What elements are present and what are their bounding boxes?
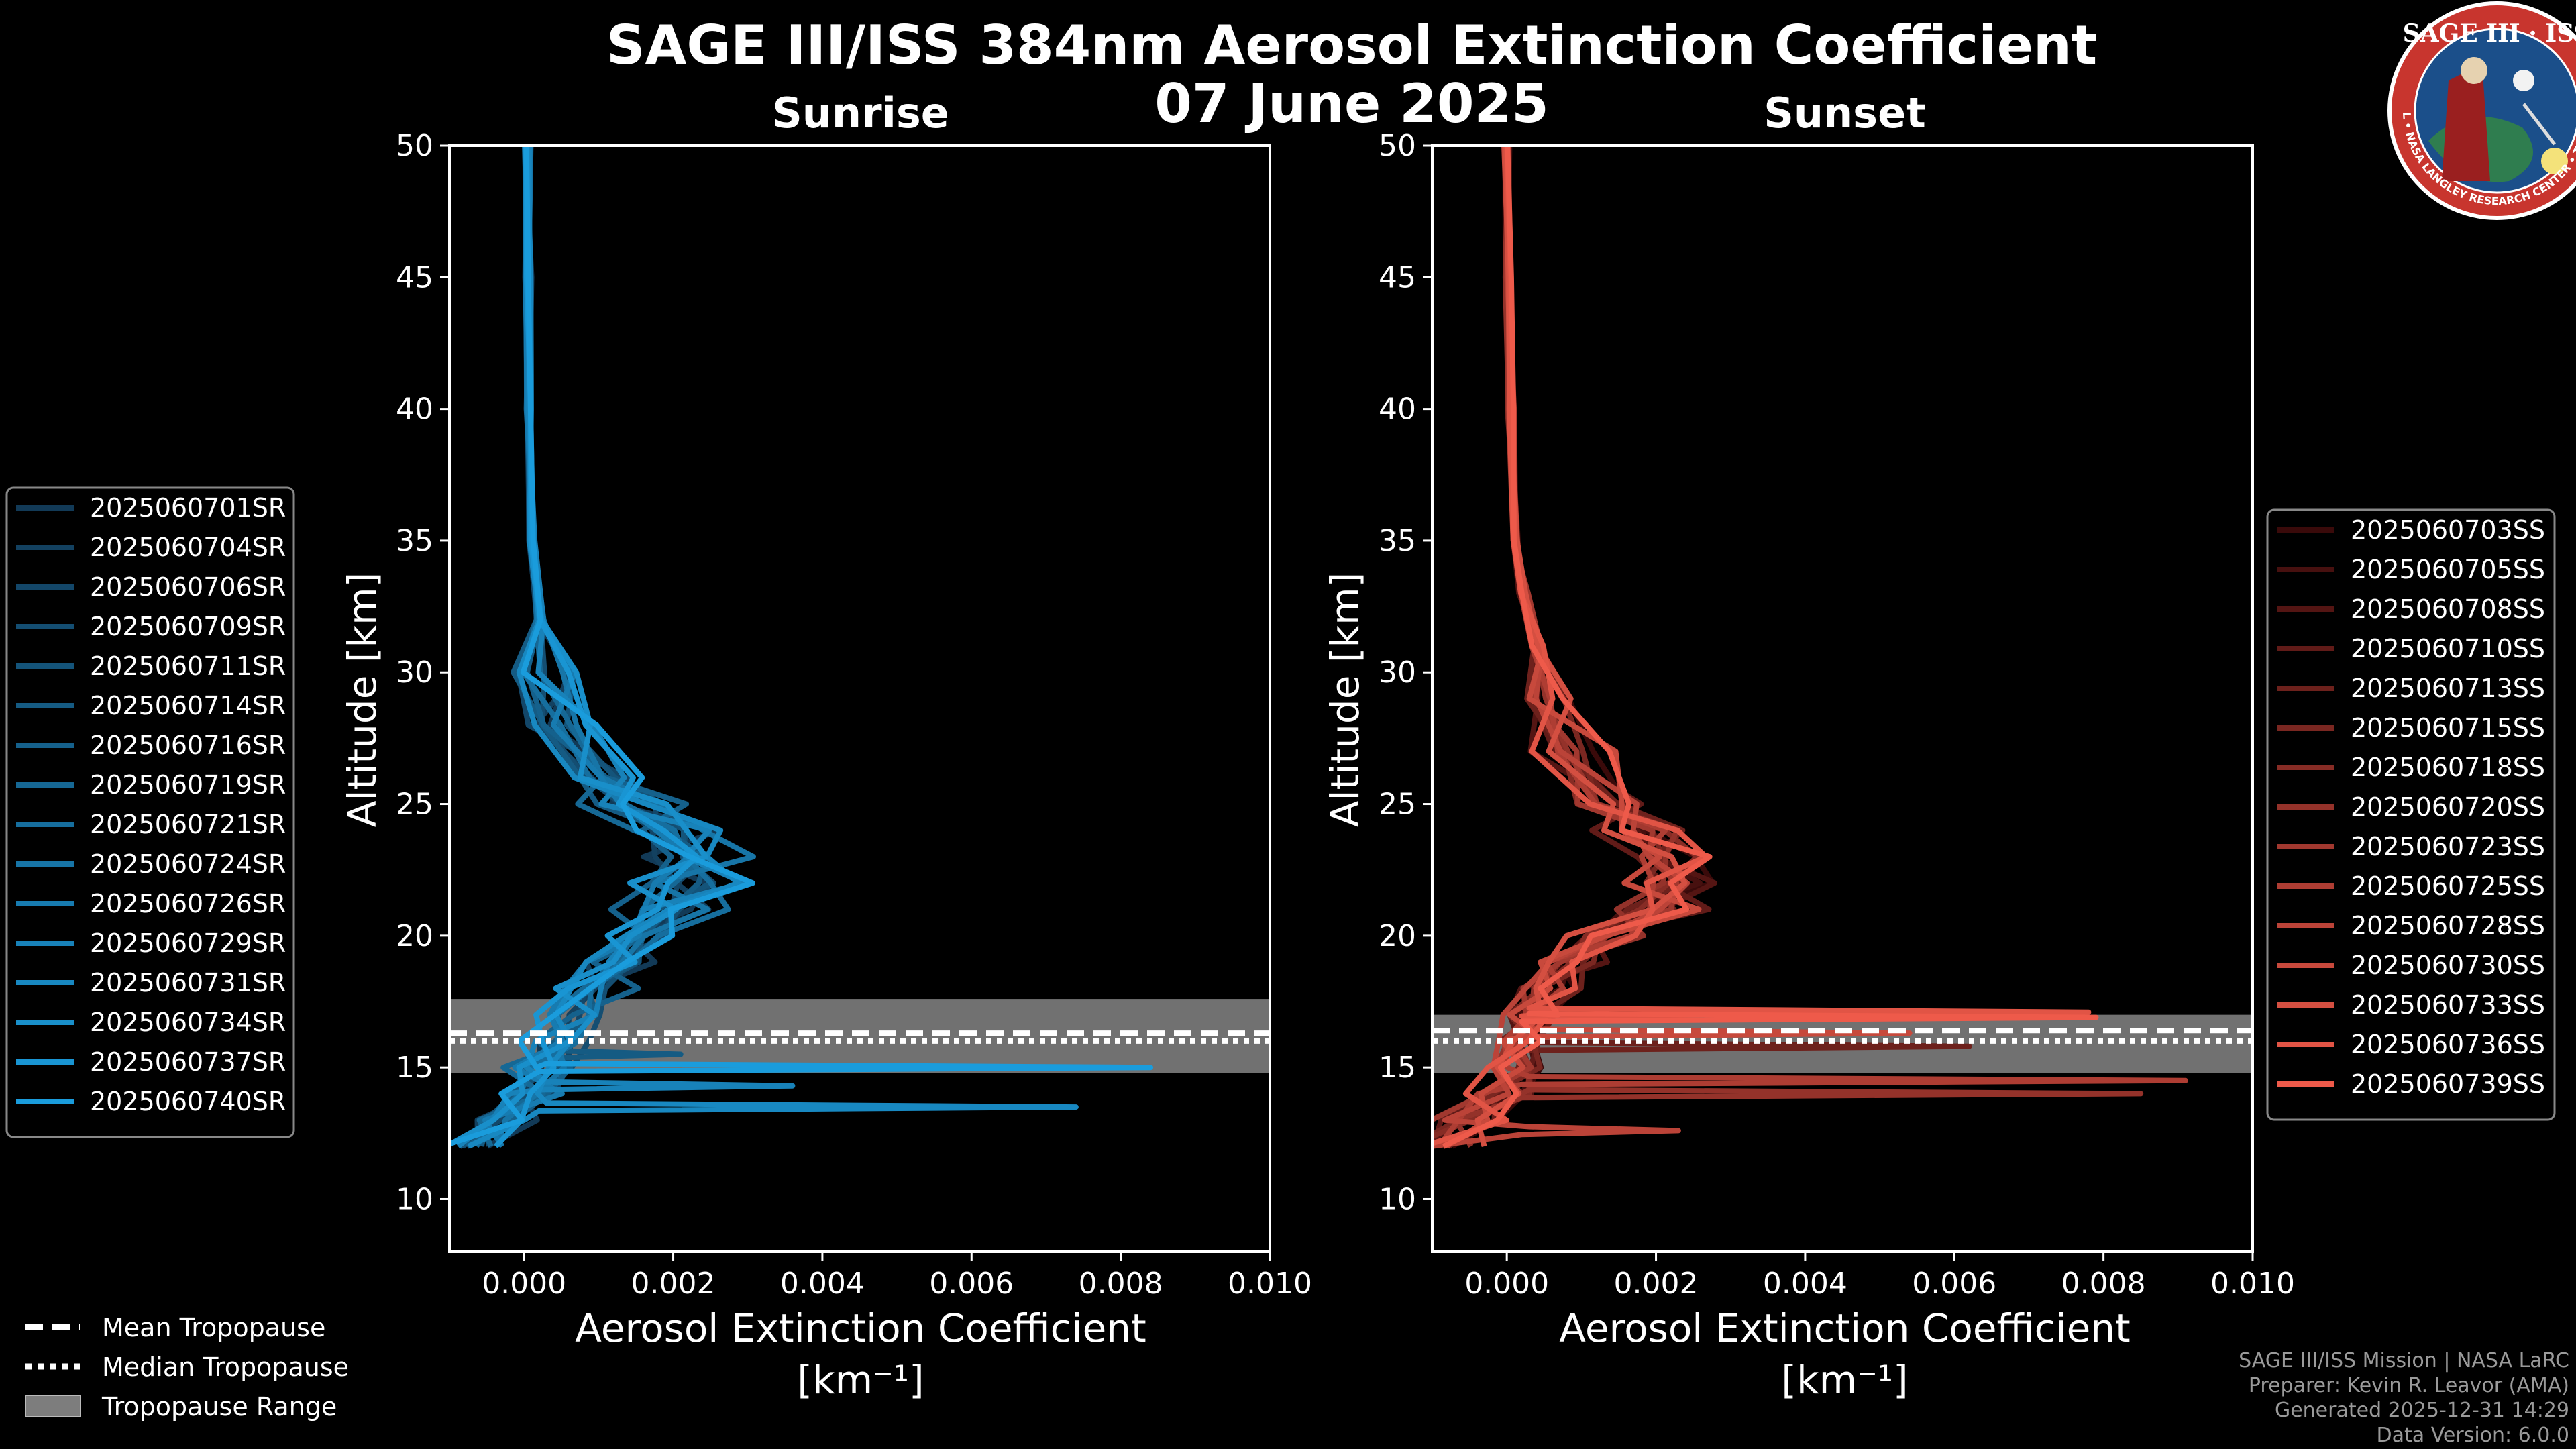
sunrise-legend: 2025060701SR 2025060704SR 2025060706SR 2025…	[5, 486, 295, 1138]
figure-date: 07 June 2025	[1155, 72, 1549, 135]
x-tick-label: 0.002	[631, 1267, 716, 1301]
legend-label-2025060723SS: 2025060723SS	[2351, 832, 2545, 861]
x-tick-label: 0.008	[2061, 1267, 2146, 1301]
legend-label-2025060724SR: 2025060724SR	[90, 849, 286, 879]
sunset-x-axis-label: Aerosol Extinction Coefficient	[1559, 1305, 2131, 1351]
y-tick-label: 15	[1379, 1051, 1416, 1085]
x-tick-label: 0.002	[1614, 1267, 1699, 1301]
y-tick-label: 15	[396, 1051, 433, 1085]
x-tick-label: 0.004	[1763, 1267, 1847, 1301]
sunrise-y-axis-label: Altitude [km]	[339, 572, 385, 827]
legend-label-2025060709SR: 2025060709SR	[90, 612, 286, 641]
figure-title: SAGE III/ISS 384nm Aerosol Extinction Co…	[606, 14, 2097, 76]
sunrise-x-axis-label: Aerosol Extinction Coefficient	[575, 1305, 1146, 1351]
tropopause-legend: Mean Tropopause Median Tropopause Tropop…	[25, 1313, 349, 1421]
profiles	[449, 146, 1154, 1149]
legend-label-2025060719SR: 2025060719SR	[90, 770, 286, 800]
y-tick-label: 50	[396, 129, 433, 163]
legend-label-2025060730SS: 2025060730SS	[2351, 951, 2545, 980]
y-tick-label: 50	[1379, 129, 1416, 163]
x-tick-label: 0.008	[1079, 1267, 1163, 1301]
y-tick-label: 10	[1379, 1182, 1416, 1216]
y-tick-label: 35	[1379, 524, 1416, 558]
sunset-panel: 0.000 0.002 0.004 0.006 0.008 0.010 10 15 20 25 30…	[1379, 129, 2295, 1301]
y-tick-label: 40	[396, 392, 433, 427]
credit-generated: Generated 2025-12-31 14:29	[2275, 1399, 2569, 1422]
legend-label-2025060705SS: 2025060705SS	[2351, 555, 2545, 584]
x-tick-label: 0.010	[1228, 1267, 1312, 1301]
moon-icon	[2513, 70, 2534, 91]
sunrise-panel: 0.000 0.002 0.004 0.006 0.008 0.010 10 15 20 25 30…	[396, 129, 1312, 1301]
sun-icon	[2541, 148, 2568, 174]
legend-label-2025060734SR: 2025060734SR	[90, 1008, 286, 1037]
legend-label-2025060726SR: 2025060726SR	[90, 889, 286, 918]
credit-mission: SAGE III/ISS Mission | NASA LaRC	[2239, 1349, 2569, 1373]
y-tick-label: 40	[1379, 392, 1416, 427]
legend-label-2025060731SR: 2025060731SR	[90, 968, 286, 998]
sunset-legend: 2025060703SS 2025060705SS 2025060708SS 2025…	[2266, 508, 2556, 1121]
legend-label-2025060720SS: 2025060720SS	[2351, 792, 2545, 822]
median-tropopause-label: Median Tropopause	[102, 1352, 349, 1382]
iss-icon	[2522, 103, 2556, 146]
legend-label-2025060715SS: 2025060715SS	[2351, 713, 2545, 743]
legend-label-2025060721SR: 2025060721SR	[90, 810, 286, 839]
credit-preparer: Preparer: Kevin R. Leavor (AMA)	[2249, 1374, 2569, 1397]
y-tick-label: 25	[396, 788, 433, 822]
plot-frame	[1431, 144, 2254, 1253]
legend-frame	[2266, 508, 2556, 1121]
y-tick-label: 45	[1379, 260, 1416, 294]
plot-frame	[448, 144, 1271, 1253]
legend-label-2025060704SR: 2025060704SR	[90, 533, 286, 562]
mean-tropopause-label: Mean Tropopause	[102, 1313, 325, 1342]
x-tick-label: 0.000	[482, 1267, 566, 1301]
legend-label-2025060733SS: 2025060733SS	[2351, 990, 2545, 1020]
legend-label-2025060737SR: 2025060737SR	[90, 1047, 286, 1077]
legend-label-2025060708SS: 2025060708SS	[2351, 594, 2545, 624]
profiles	[1432, 146, 2188, 1149]
panel-title-sunrise: Sunrise	[772, 89, 949, 138]
logo-top-text: SAGE III · ISS	[2403, 19, 2576, 48]
legend-label-2025060739SS: 2025060739SS	[2351, 1069, 2545, 1099]
legend-label-2025060725SS: 2025060725SS	[2351, 871, 2545, 901]
panel-title-sunset: Sunset	[1764, 89, 1926, 138]
x-tick-label: 0.010	[2210, 1267, 2295, 1301]
legend-label-2025060713SS: 2025060713SS	[2351, 674, 2545, 703]
y-tick-label: 30	[1379, 655, 1416, 690]
legend-label-2025060706SR: 2025060706SR	[90, 572, 286, 602]
profile-2025060740SR	[449, 146, 1154, 1147]
x-tick-label: 0.006	[929, 1267, 1014, 1301]
legend-label-2025060728SS: 2025060728SS	[2351, 911, 2545, 941]
y-tick-label: 20	[1379, 919, 1416, 953]
legend-label-2025060736SS: 2025060736SS	[2351, 1030, 2545, 1059]
legend-label-2025060703SS: 2025060703SS	[2351, 515, 2545, 545]
astronomer-figure-icon	[2442, 64, 2490, 181]
y-tick-label: 35	[396, 524, 433, 558]
tropopause-range-label: Tropopause Range	[101, 1392, 337, 1421]
astronomer-head-icon	[2461, 57, 2487, 84]
legend-label-2025060718SS: 2025060718SS	[2351, 753, 2545, 782]
legend-label-2025060714SR: 2025060714SR	[90, 691, 286, 720]
y-tick-label: 20	[396, 919, 433, 953]
tropopause-range-swatch	[25, 1395, 81, 1417]
y-tick-label: 10	[396, 1182, 433, 1216]
x-tick-label: 0.000	[1464, 1267, 1549, 1301]
legend-label-2025060710SS: 2025060710SS	[2351, 634, 2545, 663]
x-tick-label: 0.006	[1912, 1267, 1996, 1301]
legend-label-2025060740SR: 2025060740SR	[90, 1087, 286, 1116]
sunset-y-axis-label: Altitude [km]	[1322, 572, 1368, 827]
legend-label-2025060729SR: 2025060729SR	[90, 928, 286, 958]
credit-data-version: Data Version: 6.0.0	[2377, 1424, 2569, 1447]
x-tick-label: 0.004	[780, 1267, 865, 1301]
y-tick-label: 25	[1379, 788, 1416, 822]
y-tick-label: 45	[396, 260, 433, 294]
legend-label-2025060716SR: 2025060716SR	[90, 731, 286, 760]
sunset-x-axis-unit: [km⁻¹]	[1781, 1357, 1908, 1403]
legend-label-2025060711SR: 2025060711SR	[90, 651, 286, 681]
legend-label-2025060701SR: 2025060701SR	[90, 493, 286, 523]
y-tick-label: 30	[396, 655, 433, 690]
legend-frame	[5, 486, 295, 1138]
sunrise-x-axis-unit: [km⁻¹]	[797, 1357, 924, 1403]
